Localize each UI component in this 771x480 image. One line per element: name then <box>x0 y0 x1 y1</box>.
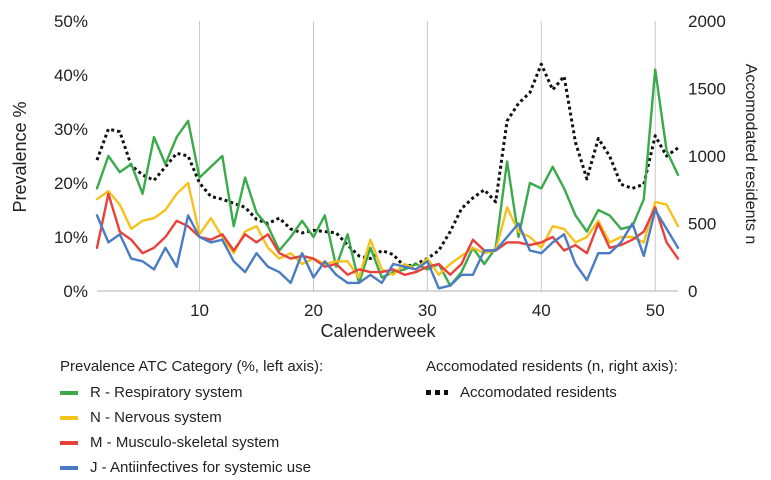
y-left-tick-label: 20% <box>54 174 88 193</box>
series-line-accomodated-residents <box>95 62 679 269</box>
x-tick-label: 40 <box>532 301 551 320</box>
legend-swatch-respiratory <box>60 390 78 395</box>
y-axis-right-title: Accomodated residents n <box>742 64 759 245</box>
x-tick-label: 20 <box>304 301 323 320</box>
y-left-tick-label: 50% <box>54 12 88 31</box>
y-axis-left-title: Prevalence % <box>10 101 30 212</box>
legend-left: Prevalence ATC Category (%, left axis): … <box>60 358 323 480</box>
y-right-tick-label: 1500 <box>688 80 726 99</box>
legend-right-heading: Accomodated residents (n, right axis): <box>426 358 678 375</box>
x-tick-label: 10 <box>190 301 209 320</box>
y-right-tick-label: 1000 <box>688 147 726 166</box>
y-left-tick-label: 30% <box>54 120 88 139</box>
legend-label-antiinfectives: J - Antiinfectives for systemic use <box>90 459 311 476</box>
legend-item-residents: Accomodated residents <box>426 380 678 405</box>
y-right-tick-label: 0 <box>688 282 697 301</box>
prevalence-chart: 10 20 30 40 50 0% 10% 20% 30% 40% 50% 0 500 1000 1500 2… <box>10 12 759 341</box>
series-line-m-musculo-skeletal-system <box>95 192 680 276</box>
y-left-tick-label: 10% <box>54 228 88 247</box>
y-right-tick-label: 2000 <box>688 12 726 31</box>
x-axis-title: Calenderweek <box>320 321 436 341</box>
legend-item-musculo-skeletal: M - Musculo-skeletal system <box>60 430 323 455</box>
legend-item-respiratory: R - Respiratory system <box>60 380 323 405</box>
legend-swatch-antiinfectives <box>60 465 78 470</box>
grid-lines <box>97 21 678 292</box>
y-right-tick-label: 500 <box>688 215 716 234</box>
legend-label-residents: Accomodated residents <box>460 384 617 401</box>
legend-item-antiinfectives: J - Antiinfectives for systemic use <box>60 455 323 480</box>
legend-left-heading: Prevalence ATC Category (%, left axis): <box>60 358 324 375</box>
legend-swatch-residents <box>426 390 448 395</box>
legend-swatch-nervous <box>60 415 78 420</box>
series-lines <box>95 62 680 290</box>
legend-label-respiratory: R - Respiratory system <box>90 384 243 401</box>
series-line-r-respiratory-system <box>95 68 680 287</box>
legend-label-musculo-skeletal: M - Musculo-skeletal system <box>90 434 280 451</box>
series-line-j-antiinfectives-for-systemic-use <box>95 208 680 290</box>
y-left-tick-label: 40% <box>54 66 88 85</box>
legend-swatch-musculo-skeletal <box>60 440 78 445</box>
legend-label-nervous: N - Nervous system <box>90 409 222 426</box>
x-tick-label: 30 <box>418 301 437 320</box>
x-tick-label: 50 <box>646 301 665 320</box>
legend-item-nervous: N - Nervous system <box>60 405 323 430</box>
y-left-tick-label: 0% <box>63 282 88 301</box>
legend-right: Accomodated residents (n, right axis): A… <box>426 358 678 405</box>
tick-labels: 10 20 30 40 50 0% 10% 20% 30% 40% 50% 0 500 1000 1500 2… <box>54 12 726 320</box>
